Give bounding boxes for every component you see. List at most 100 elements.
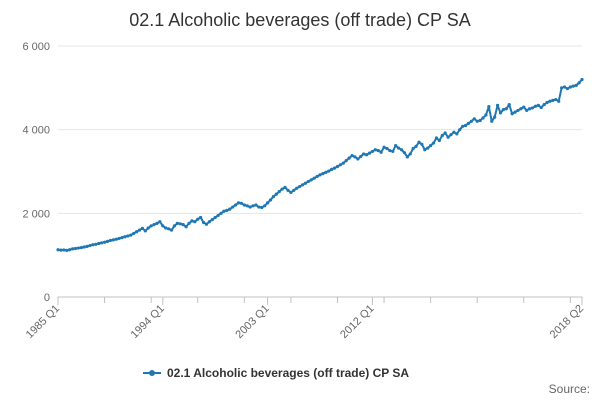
data-point[interactable] (330, 167, 334, 172)
data-point[interactable] (394, 143, 398, 148)
data-point[interactable] (178, 222, 182, 226)
data-point[interactable] (161, 224, 165, 228)
data-point[interactable] (440, 133, 444, 138)
data-point[interactable] (129, 233, 133, 237)
data-point[interactable] (391, 149, 395, 154)
data-point[interactable] (248, 205, 252, 209)
data-point[interactable] (315, 174, 319, 179)
data-point[interactable] (76, 246, 80, 250)
data-point[interactable] (149, 224, 153, 228)
data-point[interactable] (548, 99, 552, 103)
data-point[interactable] (260, 205, 264, 210)
data-point[interactable] (242, 203, 246, 207)
data-point[interactable] (277, 189, 281, 194)
data-point[interactable] (105, 239, 110, 243)
data-point[interactable] (495, 103, 500, 108)
data-point[interactable] (560, 86, 564, 90)
data-point[interactable] (117, 236, 121, 241)
data-point[interactable] (481, 116, 485, 120)
data-point[interactable] (233, 203, 238, 207)
data-point[interactable] (190, 219, 194, 223)
data-point[interactable] (338, 163, 342, 167)
data-point[interactable] (417, 140, 421, 144)
data-point[interactable] (530, 106, 535, 110)
data-point[interactable] (437, 138, 441, 143)
data-point[interactable] (70, 247, 75, 251)
data-point[interactable] (254, 203, 258, 207)
data-point[interactable] (490, 119, 494, 123)
data-point[interactable] (251, 204, 255, 208)
data-point[interactable] (204, 222, 209, 226)
data-point[interactable] (458, 128, 462, 132)
data-point[interactable] (228, 207, 232, 211)
data-point[interactable] (466, 121, 471, 125)
data-point[interactable] (379, 150, 383, 154)
data-point[interactable] (571, 84, 575, 88)
data-point[interactable] (263, 204, 267, 208)
data-point[interactable] (73, 246, 78, 251)
data-point[interactable] (245, 204, 249, 208)
data-point[interactable] (513, 110, 517, 114)
data-point[interactable] (353, 155, 357, 159)
data-point[interactable] (332, 166, 337, 170)
data-point[interactable] (344, 159, 348, 163)
data-point[interactable] (231, 205, 235, 209)
data-point[interactable] (114, 237, 118, 241)
data-point[interactable] (219, 211, 223, 215)
data-point[interactable] (79, 246, 83, 250)
data-point[interactable] (405, 155, 409, 159)
data-point[interactable] (504, 107, 508, 111)
data-point[interactable] (443, 131, 447, 135)
data-point[interactable] (510, 112, 514, 116)
data-point[interactable] (137, 228, 142, 232)
data-point[interactable] (574, 83, 578, 87)
data-point[interactable] (309, 178, 313, 182)
data-point[interactable] (210, 218, 214, 222)
data-point[interactable] (414, 144, 418, 148)
data-point[interactable] (382, 145, 386, 149)
data-point[interactable] (565, 87, 570, 91)
data-point[interactable] (300, 183, 305, 187)
data-point[interactable] (271, 195, 276, 199)
data-point[interactable] (318, 173, 322, 177)
data-point[interactable] (85, 244, 89, 248)
data-point[interactable] (283, 185, 287, 189)
data-point[interactable] (158, 220, 162, 224)
data-point[interactable] (519, 107, 523, 111)
data-point[interactable] (94, 242, 98, 246)
data-point[interactable] (388, 148, 392, 153)
data-point[interactable] (181, 223, 185, 227)
data-point[interactable] (97, 241, 101, 246)
data-point[interactable] (298, 184, 302, 189)
data-point[interactable] (408, 152, 412, 156)
data-point[interactable] (373, 148, 377, 152)
data-point[interactable] (362, 152, 366, 156)
data-point[interactable] (431, 141, 436, 145)
data-point[interactable] (446, 135, 450, 139)
data-point[interactable] (135, 230, 139, 234)
data-point[interactable] (347, 156, 351, 160)
data-point[interactable] (201, 220, 206, 225)
data-point[interactable] (399, 148, 404, 152)
data-point[interactable] (542, 102, 546, 107)
data-point[interactable] (545, 100, 549, 105)
data-point[interactable] (449, 133, 453, 137)
data-point[interactable] (175, 221, 179, 225)
data-point[interactable] (111, 238, 115, 242)
data-point[interactable] (102, 240, 107, 244)
data-point[interactable] (335, 164, 340, 169)
data-point[interactable] (577, 81, 581, 85)
data-point[interactable] (429, 143, 433, 148)
data-point[interactable] (62, 248, 66, 252)
data-point[interactable] (356, 157, 360, 161)
data-point[interactable] (557, 99, 561, 103)
data-point[interactable] (420, 142, 424, 146)
data-point[interactable] (376, 148, 380, 153)
data-point[interactable] (292, 188, 296, 192)
data-point[interactable] (475, 119, 479, 123)
data-point[interactable] (56, 248, 60, 252)
data-point[interactable] (397, 146, 401, 150)
data-point[interactable] (423, 148, 427, 152)
data-point[interactable] (522, 105, 526, 109)
data-point[interactable] (108, 238, 112, 243)
